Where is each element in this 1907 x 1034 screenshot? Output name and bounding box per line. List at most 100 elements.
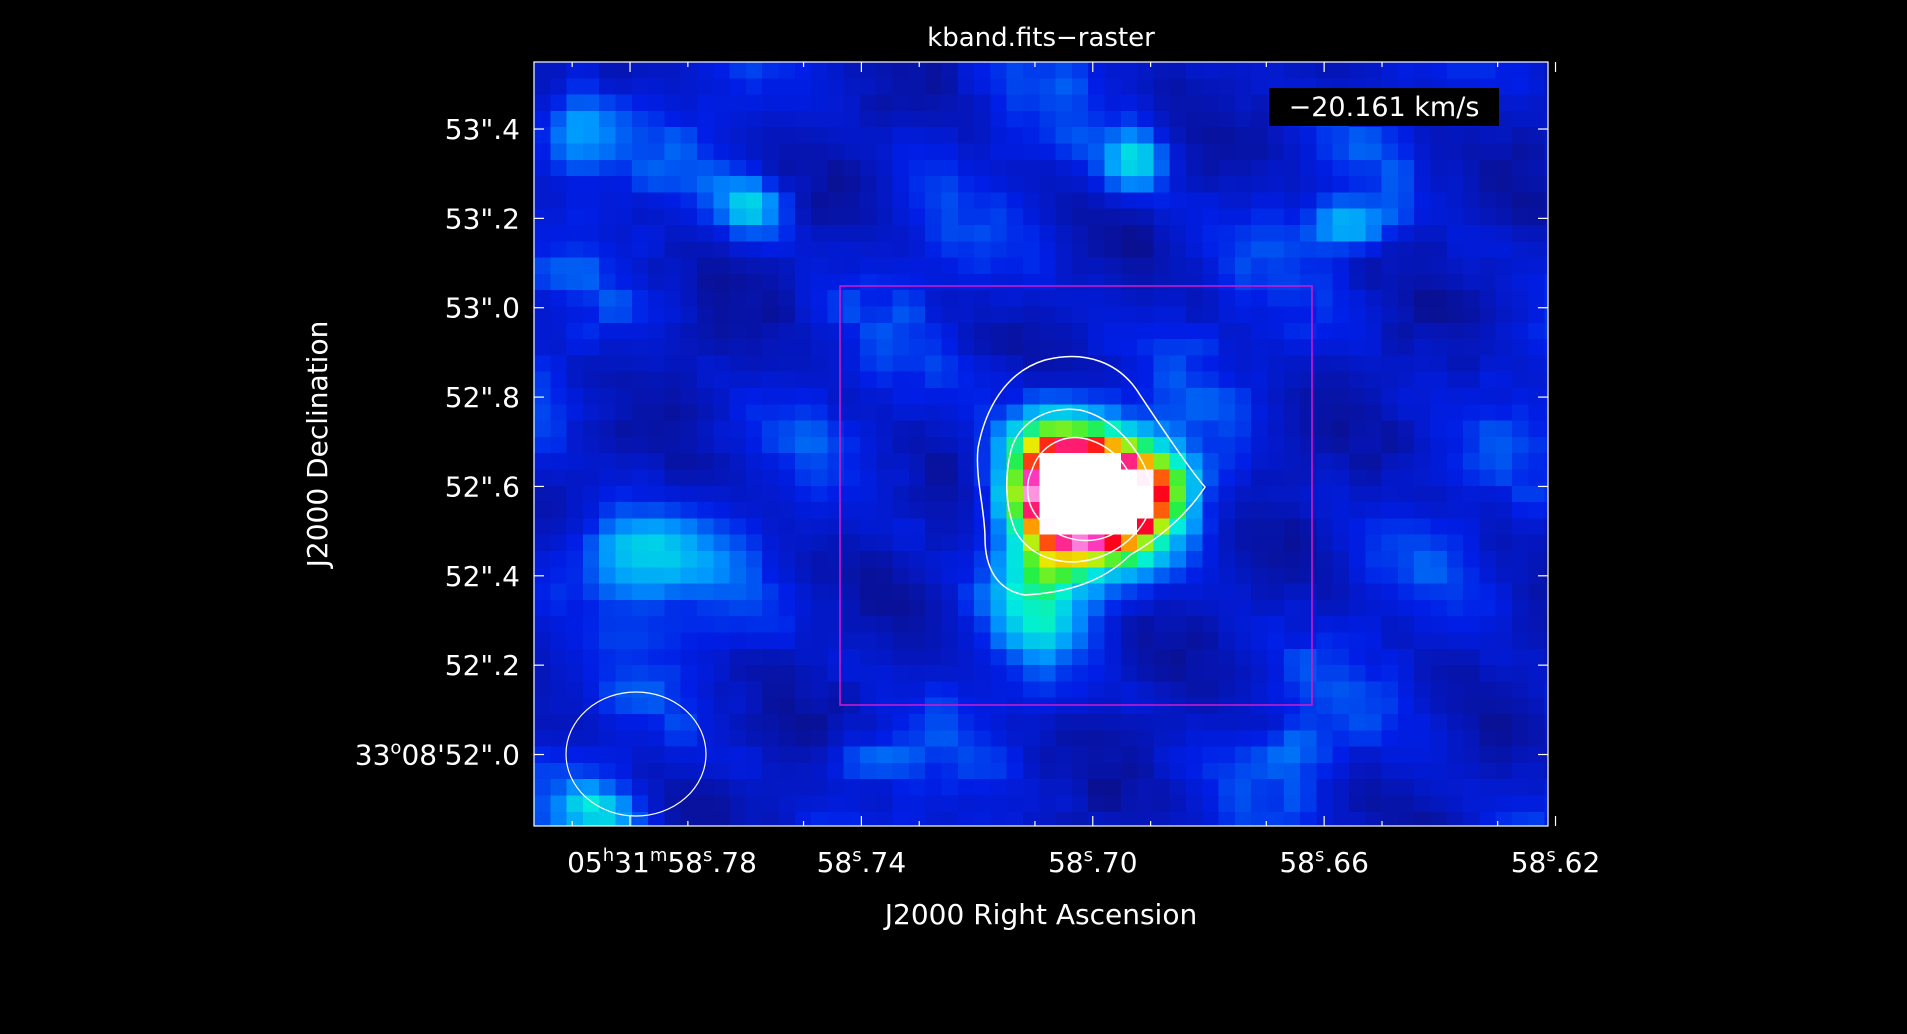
raster-pixel — [1251, 176, 1269, 193]
raster-pixel — [713, 616, 731, 634]
raster-pixel — [1381, 453, 1399, 471]
raster-pixel — [1512, 599, 1529, 617]
raster-pixel — [1414, 192, 1432, 210]
raster-pixel — [1300, 62, 1317, 79]
raster-pixel — [1055, 436, 1073, 454]
raster-pixel — [1332, 306, 1350, 324]
raster-pixel — [811, 697, 828, 715]
raster-pixel — [1186, 453, 1203, 471]
raster-pixel — [1349, 746, 1366, 764]
raster-pixel — [648, 355, 665, 373]
raster-pixel — [990, 339, 1008, 356]
raster-pixel — [1479, 665, 1497, 682]
raster-pixel — [1251, 811, 1269, 826]
raster-pixel — [713, 62, 731, 79]
raster-pixel — [566, 746, 584, 764]
raster-pixel — [615, 762, 633, 780]
raster-pixel — [1055, 192, 1073, 210]
raster-pixel — [697, 453, 714, 471]
raster-pixel — [1365, 697, 1383, 715]
raster-pixel — [957, 322, 975, 340]
raster-pixel — [648, 143, 665, 161]
raster-pixel — [697, 779, 714, 797]
raster-pixel — [1218, 746, 1236, 764]
raster-pixel — [860, 355, 877, 373]
raster-pixel — [1104, 62, 1122, 79]
raster-pixel — [534, 762, 551, 780]
raster-pixel — [599, 681, 617, 699]
raster-pixel — [811, 192, 828, 210]
raster-pixel — [566, 388, 584, 405]
raster-pixel — [1104, 518, 1122, 536]
raster-pixel — [1414, 355, 1432, 373]
raster-pixel — [827, 322, 845, 340]
raster-pixel — [1006, 746, 1024, 764]
raster-pixel — [697, 469, 714, 487]
raster-pixel — [1300, 420, 1317, 438]
raster-pixel — [1202, 159, 1220, 177]
raster-pixel — [1332, 551, 1350, 568]
raster-pixel — [729, 681, 747, 699]
raster-pixel — [892, 143, 910, 161]
raster-pixel — [1349, 62, 1366, 79]
raster-pixel — [1023, 795, 1040, 813]
raster-pixel — [827, 62, 845, 79]
region-box[interactable] — [839, 285, 1313, 706]
raster-pixel — [1039, 697, 1057, 715]
raster-pixel — [843, 469, 861, 487]
raster-pixel — [827, 78, 845, 96]
raster-pixel — [1528, 306, 1546, 324]
raster-pixel — [876, 290, 894, 308]
raster-pixel — [745, 534, 763, 552]
raster-pixel — [534, 94, 551, 112]
raster-pixel — [680, 273, 698, 291]
raster-pixel — [1495, 143, 1513, 161]
raster-pixel — [908, 469, 926, 487]
raster-pixel — [941, 110, 959, 128]
raster-pixel — [925, 469, 943, 487]
raster-pixel — [1316, 632, 1334, 650]
raster-pixel — [1251, 795, 1269, 813]
raster-pixel — [794, 730, 812, 748]
raster-pixel — [1055, 714, 1073, 731]
raster-pixel — [1202, 127, 1220, 145]
raster-pixel — [1153, 648, 1171, 666]
raster-pixel — [908, 306, 926, 324]
raster-pixel — [908, 551, 926, 568]
raster-pixel — [1023, 127, 1040, 145]
raster-pixel — [1316, 518, 1334, 536]
raster-pixel — [1479, 616, 1497, 634]
raster-pixel — [1071, 616, 1089, 634]
raster-pixel — [794, 94, 812, 112]
x-tick-labels: 05h31m58s.78 58s.74 58s.70 58s.66 58s.62 — [567, 845, 1600, 879]
raster-pixel — [1381, 681, 1399, 699]
raster-pixel — [534, 436, 551, 454]
raster-pixel — [1234, 290, 1252, 308]
raster-pixel — [648, 273, 665, 291]
raster-pixel — [1071, 730, 1089, 748]
raster-pixel — [1349, 322, 1366, 340]
raster-pixel — [631, 779, 649, 797]
raster-pixel — [615, 534, 633, 552]
raster-pixel — [941, 616, 959, 634]
raster-pixel — [843, 355, 861, 373]
raster-pixel — [631, 518, 649, 536]
raster-pixel — [1381, 159, 1399, 177]
raster-pixel — [729, 616, 747, 634]
raster-pixel — [1267, 388, 1285, 405]
raster-pixel — [1039, 469, 1057, 487]
raster-pixel — [957, 339, 975, 356]
raster-pixel — [1251, 697, 1269, 715]
raster-pixel — [1153, 143, 1171, 161]
raster-pixel — [1137, 551, 1154, 568]
raster-pixel — [1430, 225, 1448, 242]
raster-pixel — [1463, 290, 1480, 308]
raster-pixel — [1349, 453, 1366, 471]
raster-pixel — [1218, 469, 1236, 487]
raster-pixel — [827, 632, 845, 650]
raster-pixel — [550, 78, 568, 96]
raster-pixel — [534, 127, 551, 145]
raster-pixel — [566, 779, 584, 797]
raster-pixel — [1023, 681, 1040, 699]
raster-pixel — [1006, 371, 1024, 389]
